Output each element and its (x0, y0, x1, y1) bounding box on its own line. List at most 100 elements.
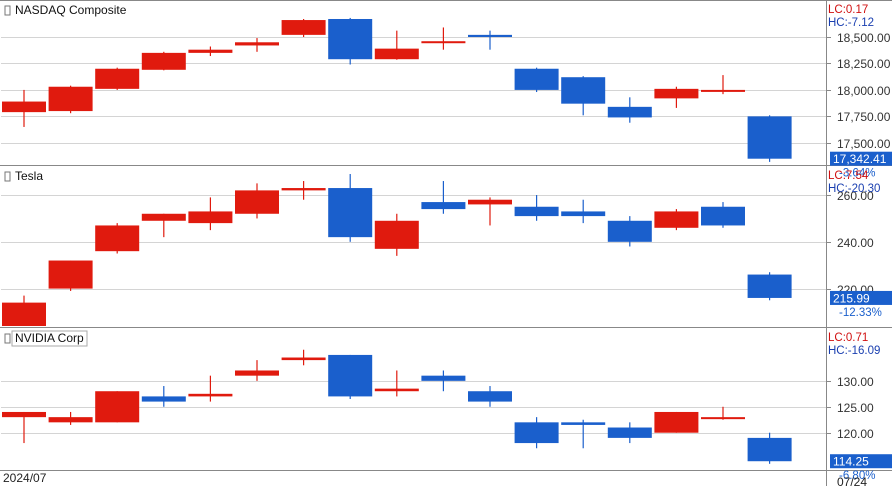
panel-marker-icon (4, 171, 11, 182)
hc-label: HC:-16.09 (828, 345, 880, 357)
candle[interactable] (188, 375, 233, 402)
candle-body (654, 211, 699, 228)
price-tag-label: 215.99 (833, 291, 870, 305)
end-date-label: 07/24 (837, 475, 867, 486)
candle[interactable] (514, 417, 559, 449)
candle-body (141, 396, 186, 402)
candle[interactable] (561, 419, 606, 449)
candle-body (188, 211, 233, 224)
candle-body (421, 375, 466, 381)
y-tick-label: 17,750.00 (837, 110, 891, 124)
candle-body (281, 20, 326, 35)
candle[interactable] (654, 209, 699, 231)
candle[interactable] (2, 411, 46, 444)
candle[interactable] (701, 406, 745, 420)
candle[interactable] (235, 360, 279, 381)
price-tag (830, 151, 892, 166)
candle[interactable] (654, 411, 699, 433)
candle-body (421, 41, 466, 44)
candle-body (747, 116, 792, 159)
y-tick-label: 240.00 (837, 236, 874, 250)
candle-body (188, 393, 233, 397)
candle-body (328, 188, 373, 238)
candle[interactable] (281, 18, 326, 37)
candle-body (514, 68, 559, 90)
candle[interactable] (374, 213, 419, 256)
candle[interactable] (747, 432, 792, 464)
candle[interactable] (607, 97, 652, 123)
candle[interactable] (514, 195, 559, 221)
candle[interactable] (95, 223, 140, 254)
candle[interactable] (48, 85, 93, 114)
candle[interactable] (328, 174, 373, 242)
candle-body (701, 417, 745, 420)
candle[interactable] (421, 27, 466, 50)
candle[interactable] (561, 76, 606, 116)
candle[interactable] (141, 51, 186, 71)
candle-body (468, 199, 512, 205)
candle[interactable] (235, 38, 279, 52)
candle[interactable] (141, 213, 186, 238)
candle-body (328, 18, 373, 60)
candle[interactable] (141, 386, 186, 407)
candle[interactable] (281, 181, 326, 200)
candle-body (468, 391, 512, 402)
candle[interactable] (421, 181, 466, 214)
candle[interactable] (468, 386, 512, 407)
candle[interactable] (654, 86, 699, 108)
candle[interactable] (468, 30, 512, 50)
candle-body (747, 274, 792, 298)
change-percent-label: -12.33% (839, 307, 882, 319)
candle[interactable] (328, 354, 373, 399)
candle[interactable] (607, 422, 652, 444)
start-date-label: 2024/07 (3, 471, 47, 485)
candle-body (328, 354, 373, 397)
candle[interactable] (514, 67, 559, 93)
candle[interactable] (281, 349, 326, 366)
candle[interactable] (747, 115, 792, 162)
panel-title: NASDAQ Composite (15, 3, 127, 17)
candle[interactable] (95, 67, 140, 90)
hc-label: HC:-7.12 (828, 17, 874, 29)
candle[interactable] (468, 197, 512, 226)
candle-body (2, 411, 46, 418)
panel-marker-icon (4, 5, 11, 16)
candle-body (654, 88, 699, 99)
lc-label: LC:7.54 (828, 170, 869, 182)
panel-marker-icon (4, 333, 11, 344)
candle-body (607, 106, 652, 118)
candle[interactable] (95, 391, 140, 423)
candle[interactable] (561, 199, 606, 224)
candle[interactable] (374, 370, 419, 397)
candle-body (374, 48, 419, 60)
candle[interactable] (2, 295, 46, 326)
candle-body (701, 89, 745, 92)
hc-label: HC:-20.30 (828, 183, 880, 195)
y-tick-label: 18,000.00 (837, 84, 891, 98)
candle-body (561, 211, 606, 217)
candle[interactable] (328, 17, 373, 65)
candle-body (281, 357, 326, 361)
price-tag (830, 290, 892, 305)
candle[interactable] (374, 30, 419, 60)
candle[interactable] (235, 183, 279, 219)
candle-body (514, 422, 559, 444)
candle[interactable] (701, 202, 745, 228)
candle[interactable] (701, 75, 745, 95)
candle-body (561, 77, 606, 104)
candle[interactable] (2, 89, 46, 127)
candle[interactable] (188, 197, 233, 231)
candle-body (514, 206, 559, 217)
candle-body (607, 427, 652, 438)
candle[interactable] (607, 216, 652, 247)
candle[interactable] (747, 272, 792, 301)
y-tick-label: 18,250.00 (837, 57, 891, 71)
candle-body (281, 188, 326, 191)
candle-body (374, 220, 419, 249)
candle[interactable] (48, 411, 93, 425)
candle[interactable] (421, 370, 466, 392)
candle[interactable] (188, 46, 233, 57)
candle[interactable] (48, 260, 93, 291)
candle-body (654, 411, 699, 433)
